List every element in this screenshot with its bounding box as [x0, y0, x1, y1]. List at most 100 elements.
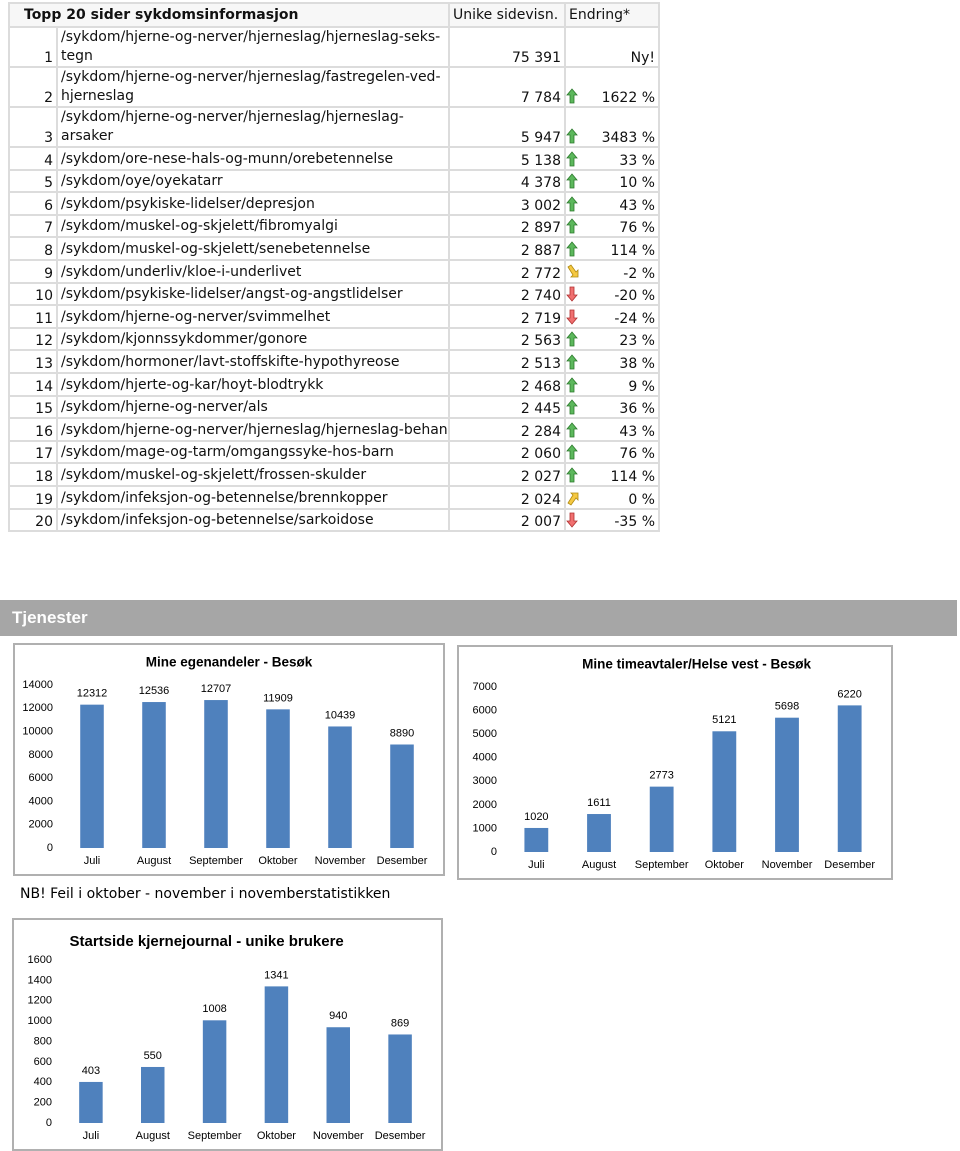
- y-tick-label: 6000: [29, 772, 53, 784]
- change-cell: 3483 %: [564, 106, 660, 148]
- page-cell: /sykdom/hormoner/lavt-stoffskifte-hypoth…: [56, 349, 450, 374]
- views-cell: 2 445: [448, 394, 566, 420]
- page-cell: /sykdom/ore-nese-hals-og-munn/orebetenne…: [56, 146, 450, 171]
- views-cell: 2 284: [448, 417, 566, 442]
- trend-icon: [566, 173, 578, 189]
- change-text: 114 %: [610, 242, 655, 259]
- trend-icon: [566, 331, 578, 347]
- trend-icon: [566, 309, 578, 325]
- x-tick-label: September: [635, 859, 689, 871]
- data-label: 12312: [77, 688, 108, 700]
- views-cell: 75 391: [448, 26, 566, 68]
- y-tick-label: 1600: [28, 954, 52, 966]
- table-row: 17/sykdom/mage-og-tarm/omgangssyke-hos-b…: [8, 439, 660, 465]
- bar: [202, 1020, 227, 1123]
- page-cell: /sykdom/infeksjon-og-betennelse/sarkoido…: [56, 507, 450, 533]
- trend-icon: [566, 88, 578, 104]
- change-cell: 1622 %: [564, 66, 660, 108]
- y-tick-label: 1000: [473, 822, 497, 834]
- rank-cell: 16: [8, 417, 58, 442]
- change-text: 76 %: [619, 220, 655, 237]
- bar: [142, 702, 166, 848]
- trend-arrow: [566, 128, 578, 144]
- rank-cell: 2: [8, 66, 58, 108]
- y-tick-label: 600: [34, 1056, 52, 1068]
- x-tick-label: September: [189, 855, 243, 867]
- data-label: 6220: [837, 688, 861, 700]
- page-cell: /sykdom/muskel-og-skjelett/frossen-skuld…: [56, 462, 450, 487]
- x-tick-label: Juli: [84, 855, 101, 867]
- table-row: 2/sykdom/hjerne-og-nerver/hjerneslag/fas…: [8, 66, 660, 108]
- trend-arrow: [566, 399, 578, 415]
- change-text: 23 %: [619, 333, 655, 350]
- data-label: 10439: [325, 709, 356, 721]
- change-cell: 10 %: [564, 168, 660, 194]
- bar: [712, 731, 737, 852]
- data-label: 12536: [139, 685, 170, 697]
- trend-arrow: [566, 150, 578, 166]
- views-cell: 3 002: [448, 191, 566, 216]
- top-pages-table: Topp 20 sider sykdomsinformasjon Unike si…: [8, 2, 660, 533]
- trend-icon: [567, 492, 579, 506]
- y-tick-label: 400: [34, 1076, 52, 1088]
- chart-title: Mine timeavtaler/Helse vest - Besøk: [582, 657, 811, 672]
- bar: [79, 1081, 103, 1123]
- trend-arrow: [566, 331, 578, 347]
- x-tick-label: November: [762, 859, 813, 871]
- change-cell: 76 %: [564, 213, 660, 239]
- trend-arrow: [566, 173, 578, 189]
- views-cell: 5 138: [448, 146, 566, 171]
- bar: [390, 744, 414, 848]
- trend-icon: [566, 467, 578, 483]
- change-text: Ny!: [630, 50, 655, 66]
- rank-cell: 18: [8, 462, 58, 487]
- chart-title: Mine egenandeler - Besøk: [146, 655, 313, 670]
- table-row: 10/sykdom/psykiske-lidelser/angst-og-ang…: [8, 281, 660, 307]
- data-label: 1020: [524, 811, 548, 823]
- rank-cell: 13: [8, 349, 58, 374]
- change-cell: 114 %: [564, 236, 660, 261]
- rank-cell: 15: [8, 394, 58, 420]
- table-row: 11/sykdom/hjerne-og-nerver/svimmelhet 2 7…: [8, 304, 660, 329]
- change-text: 1622 %: [601, 90, 655, 106]
- y-tick-label: 0: [491, 846, 497, 858]
- table-row: 15/sykdom/hjerne-og-nerver/als 2 445 36 %: [8, 394, 660, 420]
- table-row: 6/sykdom/psykiske-lidelser/depresjon 3 00…: [8, 191, 660, 216]
- x-tick-label: November: [313, 1130, 364, 1142]
- change-text: 33 %: [619, 152, 655, 169]
- change-cell: 0 %: [564, 484, 660, 510]
- change-cell: -35 %: [564, 507, 660, 533]
- change-text: 9 %: [628, 378, 655, 395]
- page-cell: /sykdom/muskel-og-skjelett/senebetennels…: [56, 236, 450, 261]
- chart: Startside kjernejournal - unike brukere 0…: [12, 918, 443, 1151]
- table-row: 12/sykdom/kjonnssykdommer/gonore 2 563 23 …: [8, 326, 660, 352]
- rank-cell: 6: [8, 191, 58, 216]
- trend-icon: [566, 354, 578, 370]
- y-tick-label: 14000: [22, 679, 53, 691]
- rank-cell: 10: [8, 281, 58, 307]
- rank-cell: 17: [8, 439, 58, 465]
- trend-arrow: [566, 444, 578, 460]
- y-tick-label: 5000: [473, 728, 497, 740]
- page-cell: /sykdom/kjonnssykdommer/gonore: [56, 326, 450, 352]
- table-row: 14/sykdom/hjerte-og-kar/hoyt-blodtrykk 2 …: [8, 371, 660, 397]
- change-text: 114 %: [610, 468, 655, 485]
- views-cell: 7 784: [448, 66, 566, 108]
- page-cell: /sykdom/infeksjon-og-betennelse/brennkop…: [56, 484, 450, 510]
- views-cell: 2 719: [448, 304, 566, 329]
- header-row: Topp 20 sider sykdomsinformasjon Unike si…: [8, 2, 660, 28]
- rank-cell: 8: [8, 236, 58, 261]
- y-tick-label: 2000: [473, 799, 497, 811]
- trend-icon: [566, 422, 578, 438]
- trend-arrow: [566, 286, 578, 302]
- trend-arrow: [566, 422, 578, 438]
- views-cell: 2 563: [448, 326, 566, 352]
- views-cell: 2 060: [448, 439, 566, 465]
- table-row: 19/sykdom/infeksjon-og-betennelse/brennk…: [8, 484, 660, 510]
- trend-arrow: [567, 264, 579, 277]
- page-cell: /sykdom/mage-og-tarm/omgangssyke-hos-bar…: [56, 439, 450, 465]
- trend-icon: [566, 128, 578, 144]
- header-cell: Endring*: [564, 2, 660, 28]
- change-text: 10 %: [619, 175, 655, 192]
- views-cell: 2 772: [448, 258, 566, 284]
